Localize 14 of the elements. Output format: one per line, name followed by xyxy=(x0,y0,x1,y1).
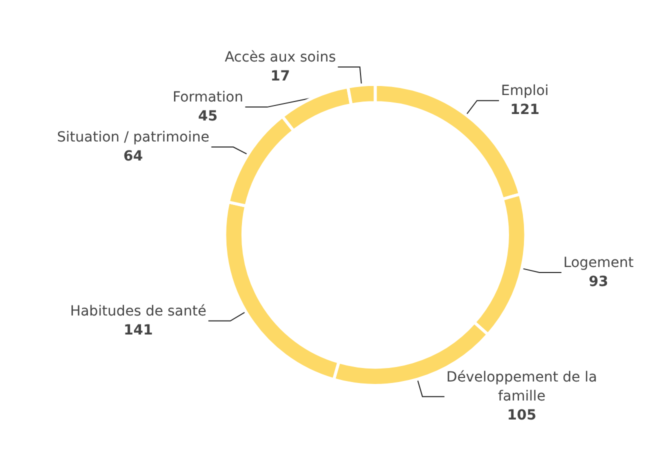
slice-label: Développement de la famille xyxy=(446,370,598,405)
slice-label: Formation xyxy=(172,90,244,106)
data-label: 105 xyxy=(507,408,536,424)
data-label: 45 xyxy=(198,108,218,125)
slice-label: Emploi xyxy=(500,83,549,100)
slice-label: Accès aux soins xyxy=(224,50,336,66)
slice-label: Logement xyxy=(563,254,634,271)
data-label: 121 xyxy=(510,102,540,118)
data-label: 64 xyxy=(123,148,144,165)
slice-label: Situation / patrimoine xyxy=(56,130,210,146)
slice-label: Habitudes de santé xyxy=(70,303,206,320)
data-label: 93 xyxy=(588,274,608,290)
data-label: 141 xyxy=(124,322,153,338)
data-label: 17 xyxy=(270,68,290,85)
